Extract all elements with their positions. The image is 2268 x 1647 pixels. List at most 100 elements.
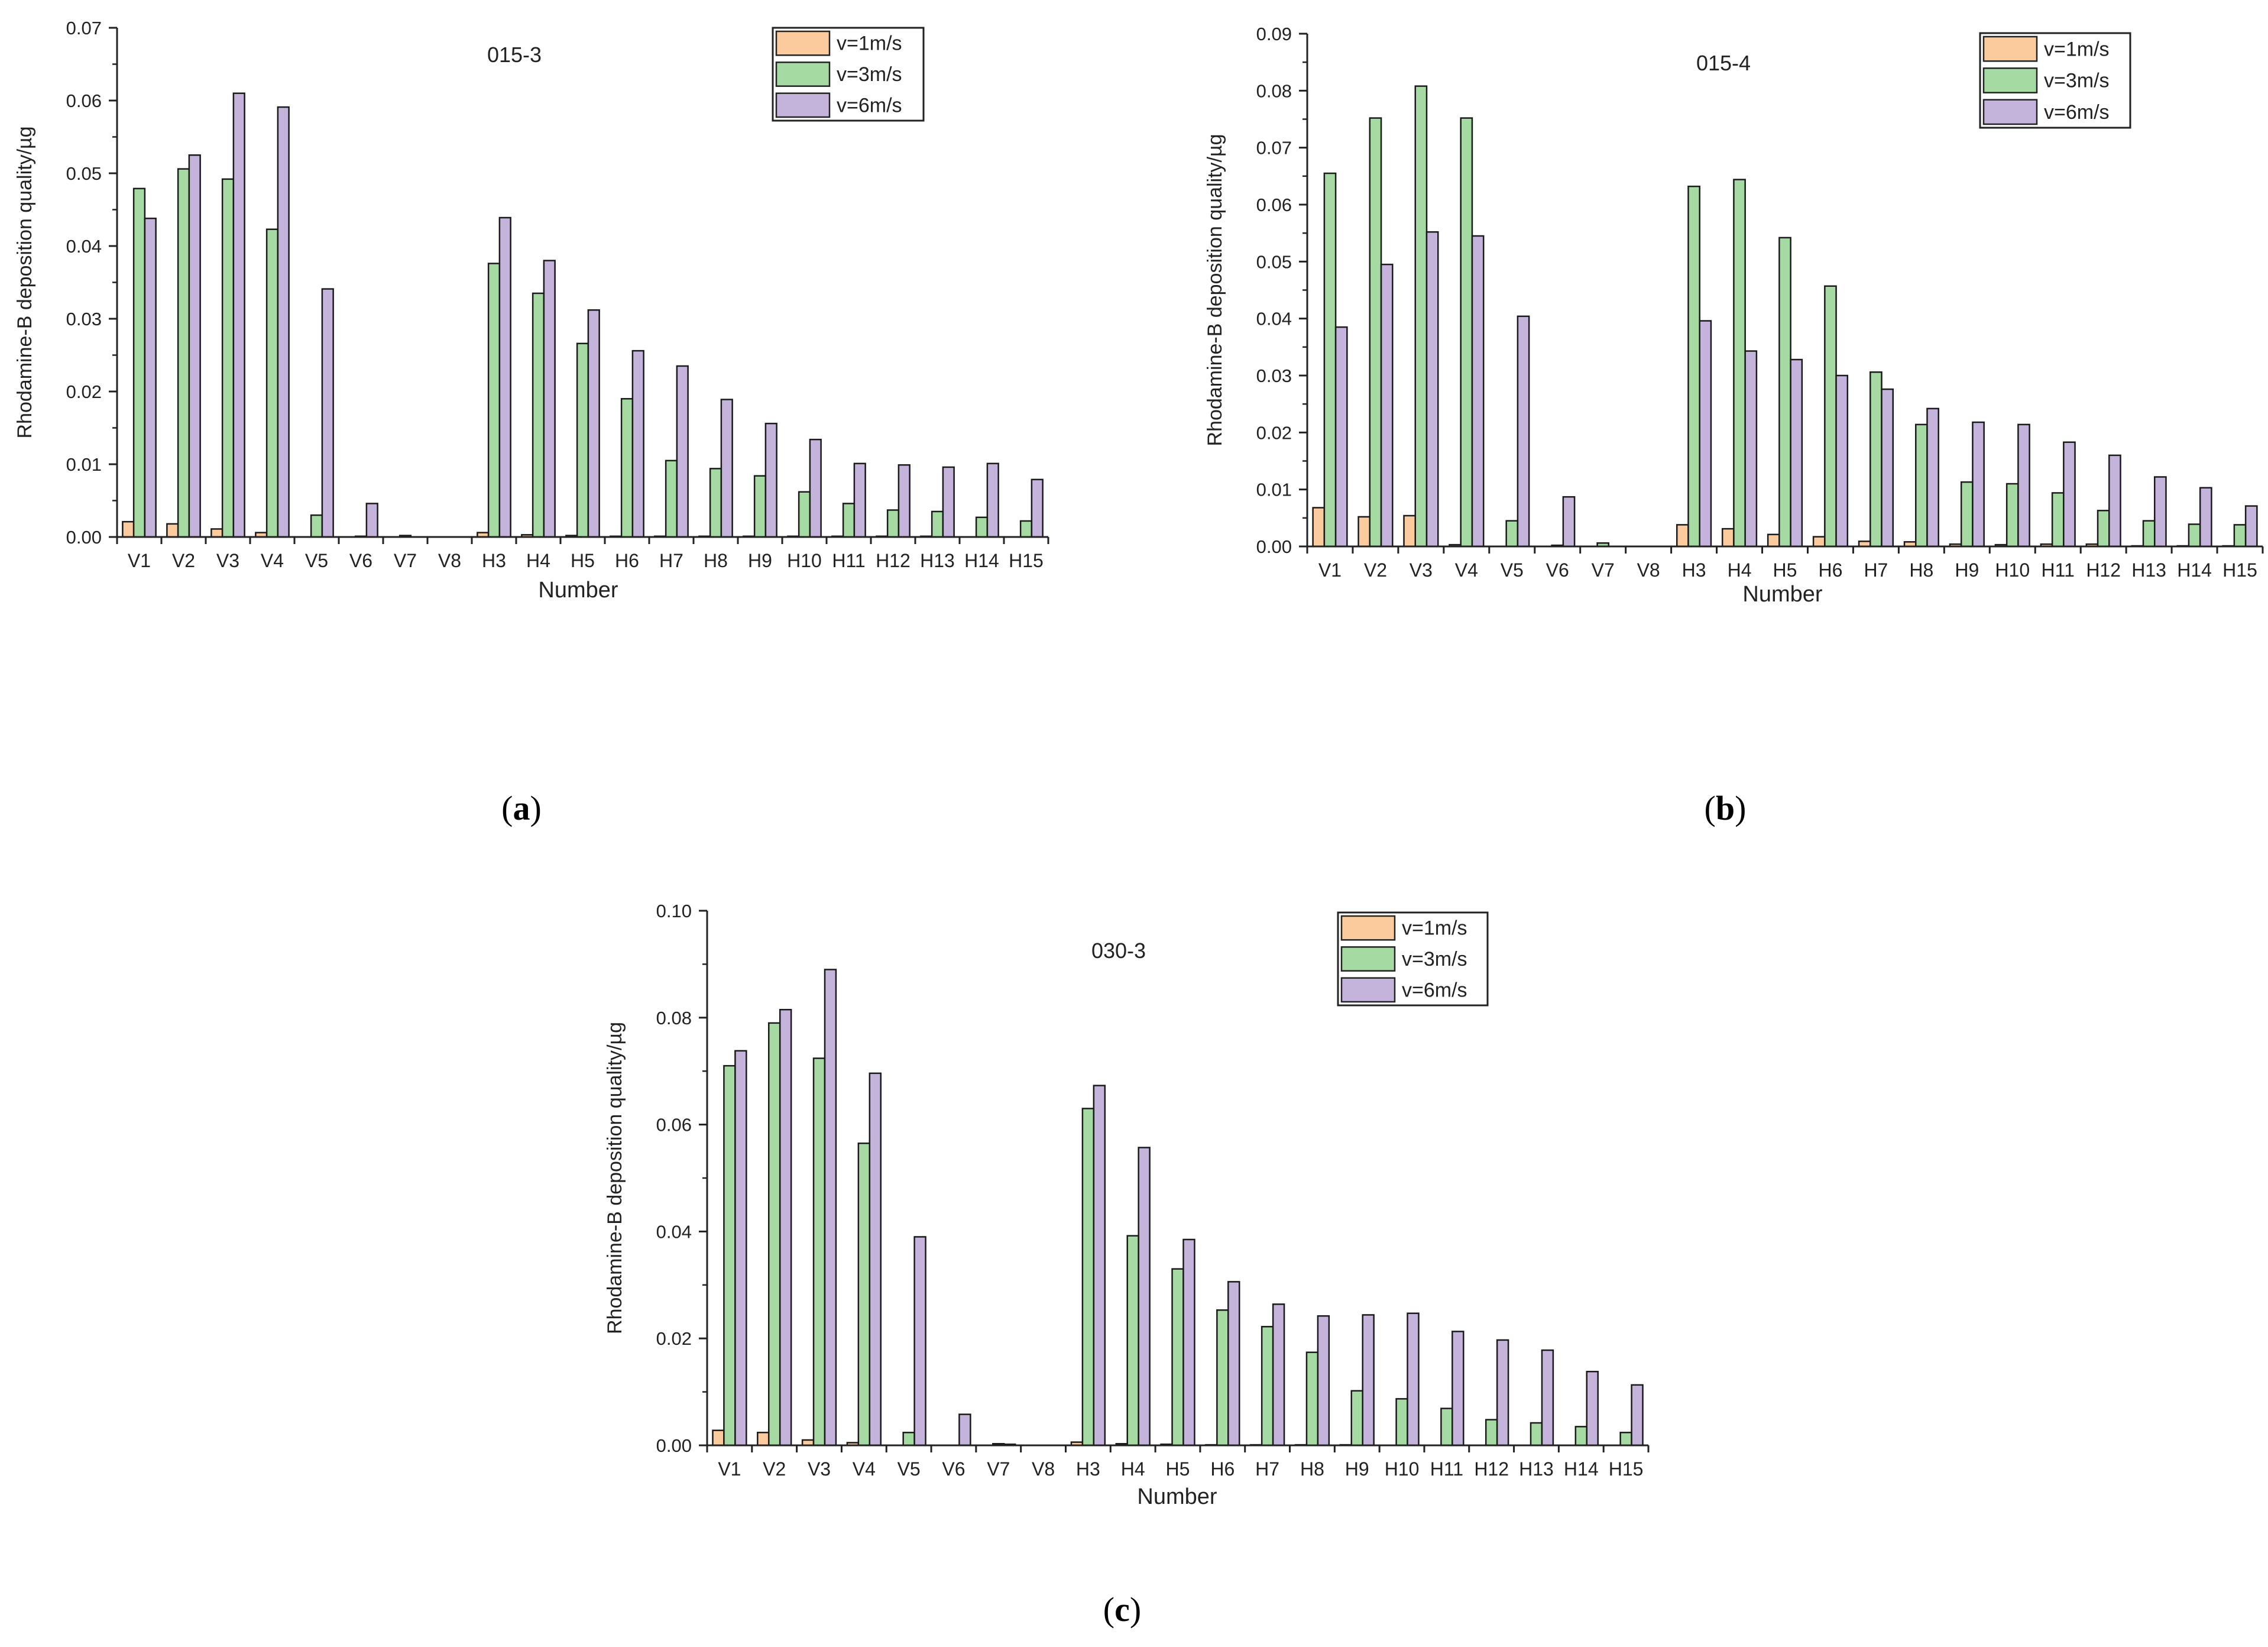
bar-h15-s3 <box>2244 505 2258 548</box>
bar-v5-s3 <box>1517 315 1530 548</box>
x-tick-label: H3 <box>1682 559 1706 581</box>
x-tick-label: H7 <box>1255 1458 1279 1480</box>
x-tick-label: H7 <box>659 550 683 571</box>
bar-h12-s2 <box>886 509 900 538</box>
bar-h7-s3 <box>1272 1303 1285 1447</box>
x-tick-label: V2 <box>172 550 195 571</box>
x-tick-label: H13 <box>920 550 955 571</box>
bar-h6-s2 <box>1824 285 1837 548</box>
legend-label-3: v=6m/s <box>2044 101 2110 124</box>
bar-v4-s3 <box>869 1072 882 1447</box>
legend-swatch-1 <box>1982 35 2038 62</box>
x-tick-label: H14 <box>964 550 999 571</box>
x-tick-label: H13 <box>2131 559 2166 581</box>
x-tick-label: H14 <box>2177 559 2212 581</box>
legend: v=1m/s v=3m/s v=6m/s <box>772 27 925 122</box>
bar-h9-s3 <box>1972 421 1985 548</box>
bar-v3-s3 <box>1425 231 1439 548</box>
y-tick-label: 0.04 <box>1256 309 1292 329</box>
bar-h13-s3 <box>942 466 955 538</box>
x-tick-label: H14 <box>1564 1458 1599 1480</box>
x-tick-label: H5 <box>1773 559 1797 581</box>
x-tick-label: H9 <box>1345 1458 1369 1480</box>
bar-v2-s1 <box>1357 516 1371 548</box>
x-tick-label: V5 <box>305 550 328 571</box>
bar-v1-s1 <box>1312 507 1326 548</box>
bar-h14-s2 <box>2188 523 2201 548</box>
x-tick-label: H7 <box>1864 559 1888 581</box>
bar-v6-s3 <box>365 503 378 538</box>
y-tick-label: 0.01 <box>66 454 102 475</box>
bar-h12-s3 <box>898 464 911 538</box>
legend-label-3: v=6m/s <box>1402 979 1467 1001</box>
bar-h14-s3 <box>986 462 999 538</box>
bar-h11-s3 <box>1451 1331 1465 1447</box>
bar-v6-s3 <box>1562 496 1576 548</box>
x-tick-label: H10 <box>1995 559 2030 581</box>
bar-h11-s3 <box>2063 441 2076 548</box>
bar-h10-s3 <box>1407 1312 1420 1447</box>
chart-panel-c: 0.00 0.02 0.04 0.06 0.08 0.10 V1 V2 V3 V4 V5 V6 V7 V8… <box>604 901 1650 1629</box>
bar-h5-s1 <box>1767 533 1780 548</box>
x-tick-label: H8 <box>1909 559 1933 581</box>
y-tick-label: 0.00 <box>66 527 102 548</box>
bar-h7-s3 <box>1881 388 1894 548</box>
bar-v2-s3 <box>188 154 201 538</box>
bar-v4-s2 <box>1460 117 1473 548</box>
bar-h5-s3 <box>1790 358 1803 548</box>
bar-h7-s3 <box>676 365 689 538</box>
x-tick-label: V3 <box>808 1458 831 1480</box>
y-axis-label: Rhodamine-B deposition quality/µg <box>604 1022 626 1334</box>
x-tick-label: H3 <box>482 550 506 571</box>
x-axis-label: Number <box>1742 582 1822 607</box>
y-axis-label: Rhodamine-B deposition quality/µg <box>14 126 36 438</box>
bar-v4-s2 <box>857 1142 871 1447</box>
legend-swatch-2 <box>1340 946 1396 972</box>
bar-h4-s1 <box>1721 528 1735 548</box>
panel-caption-letter: a <box>513 789 530 827</box>
bar-h13-s2 <box>2142 520 2156 548</box>
x-tick-label: V4 <box>261 550 284 571</box>
bar-v1-s2 <box>723 1064 736 1447</box>
bar-h11-s2 <box>842 503 856 538</box>
x-tick-label: V1 <box>718 1458 741 1480</box>
legend-swatch-3 <box>775 92 831 118</box>
bar-v1-s2 <box>1323 172 1337 548</box>
x-axis-label: Number <box>1137 1484 1217 1509</box>
legend-swatch-2 <box>775 62 831 87</box>
bar-v3-s2 <box>221 178 235 538</box>
x-tick-label: V7 <box>394 550 417 571</box>
bar-v4-s3 <box>1471 235 1485 548</box>
chart-title: 030-3 <box>1091 939 1146 963</box>
y-tick-label: 0.04 <box>656 1221 692 1242</box>
x-tick-label: V1 <box>128 550 151 571</box>
chart-panel-b: 0.00 0.01 0.02 0.03 0.04 0.05 0.06 0.07 0.08 0.09… <box>1204 24 2264 827</box>
bar-v3-s2 <box>1414 85 1428 548</box>
bar-v4-s3 <box>277 106 290 538</box>
x-tick-label: V1 <box>1318 559 1342 581</box>
bar-h7-s2 <box>665 460 678 538</box>
legend-label-2: v=3m/s <box>837 63 902 86</box>
x-tick-label: H13 <box>1519 1458 1554 1480</box>
bar-h11-s2 <box>2051 492 2065 548</box>
panel-caption: (a) <box>501 789 542 827</box>
panel-caption-letter: c <box>1114 1590 1130 1629</box>
legend-label-3: v=6m/s <box>837 94 902 117</box>
x-tick-label: H8 <box>1300 1458 1324 1480</box>
legend: v=1m/s v=3m/s v=6m/s <box>1979 32 2131 129</box>
x-tick-label: V4 <box>853 1458 876 1480</box>
y-tick-label: 0.05 <box>1256 251 1292 272</box>
y-tick-label: 0.00 <box>1256 536 1292 557</box>
x-tick-label: H5 <box>1166 1458 1190 1480</box>
x-tick-label: H4 <box>1121 1458 1145 1480</box>
panel-caption: (b) <box>1705 789 1747 827</box>
bar-h13-s2 <box>1530 1422 1543 1447</box>
bar-h4-s2 <box>1126 1235 1139 1447</box>
bar-h14-s3 <box>2199 487 2212 548</box>
bar-h15-s3 <box>1631 1384 1644 1447</box>
x-tick-label: V6 <box>1546 559 1569 581</box>
panel-caption-close: ) <box>1130 1590 1141 1629</box>
panel-caption: (c) <box>1103 1590 1141 1629</box>
bar-h8-s2 <box>709 468 722 538</box>
bar-v4-s2 <box>265 228 279 538</box>
